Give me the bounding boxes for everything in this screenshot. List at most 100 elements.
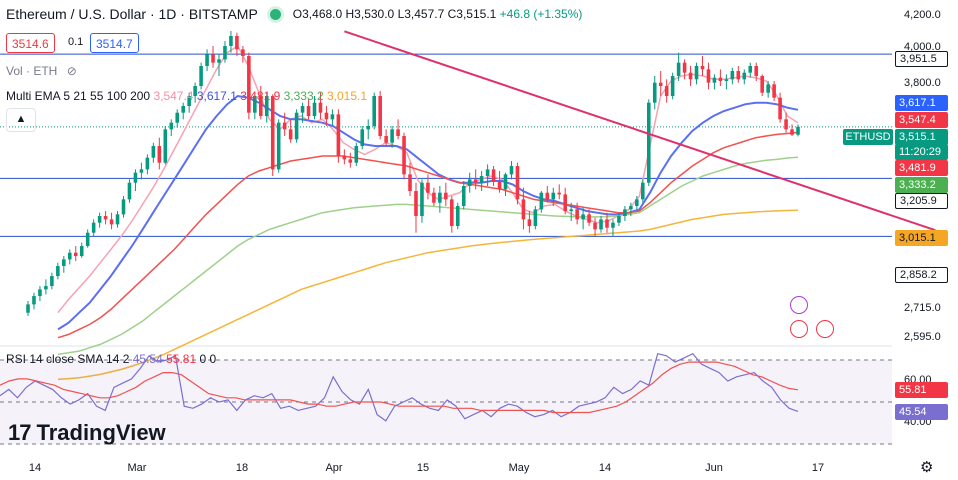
candle-body [62,259,66,267]
volume-legend[interactable]: Vol · ETH ⊘ [6,64,77,78]
settings-gear-icon[interactable]: ⚙ [920,459,934,476]
candle-body [599,219,603,230]
candle-body [420,182,424,217]
high-value: H3,530.0 [345,7,395,21]
candle-body [450,199,454,227]
collapse-legend-button[interactable]: ▲ [6,108,36,132]
candle-body [50,276,54,287]
rsi-line [0,352,799,422]
ema-value-5: 3,015.1 [327,89,368,103]
candle-body [593,222,597,230]
candle-body [557,192,562,195]
candle-body [676,62,681,77]
event-icon[interactable] [790,296,808,314]
candle-body [312,102,317,117]
candle-body [700,66,705,70]
market-open-icon [269,8,281,20]
candle-body [342,156,347,160]
hide-eye-icon[interactable]: ⊘ [66,64,77,78]
tv-mark-icon: 17 [8,420,32,445]
candle-body [736,71,741,80]
ema-legend[interactable]: Multi EMA 5 21 55 100 200 3,547.4 3,617.… [6,89,367,103]
symbol-title[interactable]: Ethereum / U.S. Dollar · 1D · BITSTAMP [6,6,258,22]
candle-body [760,76,764,93]
candle-body [527,219,532,227]
chart-header: Ethereum / U.S. Dollar · 1D · BITSTAMP O… [6,6,582,22]
candle-body [664,86,669,97]
candle-body [306,106,311,117]
candle-body [270,96,275,170]
time-tick: Mar [127,462,147,474]
time-tick: 18 [235,462,249,474]
time-tick: 17 [811,462,825,474]
candle-body [438,192,442,203]
rsi-value-3: 0 [199,352,207,366]
buy-price-button[interactable]: 3514.7 [90,33,139,53]
candle-body [623,209,627,217]
spread-value: 0.1 [68,36,84,48]
candle-body [473,179,478,183]
candle-body [611,222,615,228]
candle-body [748,66,753,73]
us-flag-icon-2[interactable] [816,320,834,338]
candle-body [175,112,180,123]
candle-body [85,232,90,247]
candle-body [796,126,800,135]
ema-line-4 [57,156,799,356]
ema55-tag: 3,481.9 [895,160,948,176]
candle-body [706,69,711,83]
candle-body [384,136,388,143]
price-tick-4000: 4,000.0 [904,41,941,53]
candle-body [169,122,174,130]
trendline [344,30,936,232]
candle-body [509,166,514,175]
candle-body [193,86,197,97]
candle-body [587,214,591,223]
candle-body [670,76,675,97]
candle-body [503,174,508,190]
price-tick-4200: 4,200.0 [904,9,941,21]
candle-body [617,216,621,223]
candle-body [211,54,215,63]
candle-body [360,129,365,147]
candle-body [455,206,460,227]
ema-line-5 [57,209,799,381]
candle-body [551,192,556,200]
sell-price-button[interactable]: 3514.6 [6,33,55,53]
candle-body [390,129,394,143]
tradingview-logo[interactable]: 17 TradingView [8,420,166,446]
rsi-legend[interactable]: RSI 14 close SMA 14 2 45.54 55.81 0 0 [6,352,216,366]
ema-value-1: 3,547.4 [153,89,194,103]
candle-body [67,252,72,260]
candle-body [139,169,144,173]
candle-body [32,296,36,305]
candle-body [754,66,759,77]
candle-body [253,96,257,113]
candle-body [366,126,371,130]
candle-body [157,146,162,163]
time-tick: 15 [416,462,430,474]
candle-body [276,122,281,170]
candle-body [73,252,78,257]
candle-body [521,199,526,220]
level-tag-3951: 3,951.5 [895,51,948,67]
candle-body [432,192,436,203]
level-tag-2858: 2,858.2 [895,267,948,283]
candle-body [652,82,657,103]
candle-body [115,214,120,225]
candle-body [396,129,400,137]
us-flag-icon[interactable] [790,320,808,338]
candle-body [581,214,585,220]
candle-body [772,84,776,98]
candle-body [545,192,550,200]
candle-body [778,97,782,120]
candle-body [497,181,502,190]
candle-body [348,159,353,163]
ohlc-values: O3,468.0 H3,530.0 L3,457.7 C3,515.1 +46.… [293,7,583,21]
candle-body [444,192,448,200]
ema21-tag: 3,617.1 [895,95,948,111]
candle-body [563,194,567,212]
candle-body [378,96,382,137]
candle-body [38,289,42,297]
